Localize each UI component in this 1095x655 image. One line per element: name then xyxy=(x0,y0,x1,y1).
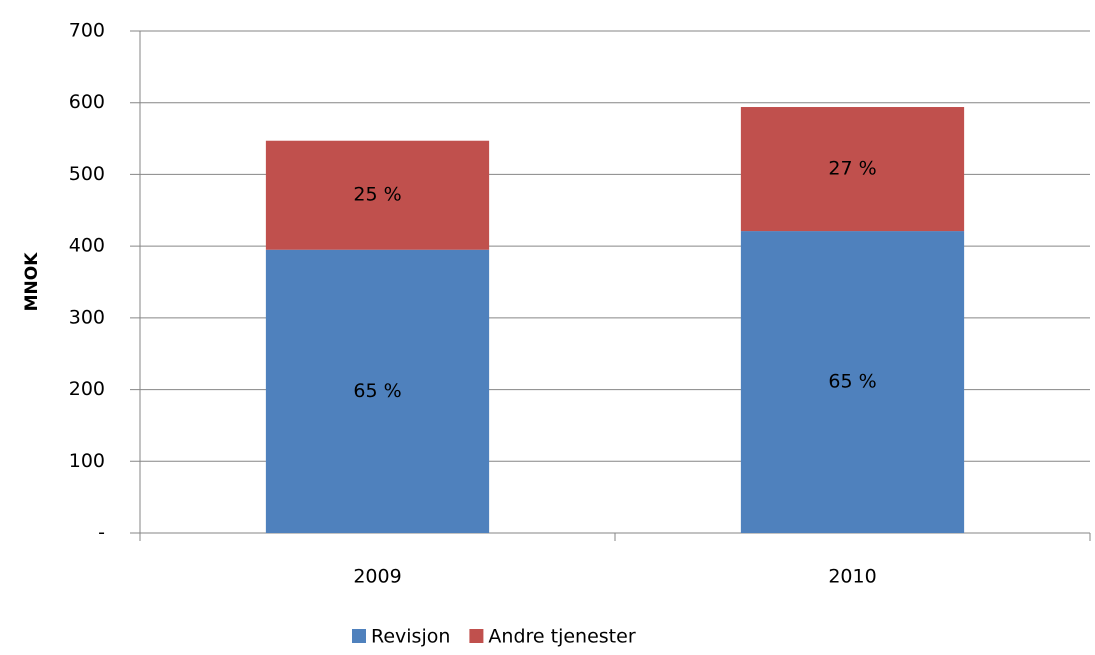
bar-segment xyxy=(265,140,490,250)
y-tick-label: 200 xyxy=(69,378,105,400)
data-label: 27 % xyxy=(828,158,876,180)
data-label: 25 % xyxy=(353,184,401,206)
bar-segment xyxy=(740,107,965,232)
y-axis-label: MNOK xyxy=(22,252,42,312)
y-tick-label: 500 xyxy=(69,163,105,185)
y-tick-label: 100 xyxy=(69,450,105,472)
bar-segment xyxy=(265,249,490,533)
legend-label: Andre tjenester xyxy=(488,626,635,648)
legend-swatch xyxy=(469,629,484,643)
bar-segment xyxy=(740,231,965,533)
legend-swatch xyxy=(352,629,366,643)
data-label: 65 % xyxy=(353,380,401,402)
y-tick-label: - xyxy=(98,522,105,544)
y-tick-label: 400 xyxy=(69,235,105,257)
y-tick-label: 300 xyxy=(69,306,105,328)
y-tick-label: 700 xyxy=(69,20,105,42)
y-tick-label: 600 xyxy=(69,91,105,113)
legend-label: Revisjon xyxy=(371,626,450,648)
data-label: 65 % xyxy=(828,371,876,393)
x-tick-label: 2009 xyxy=(353,566,401,588)
x-tick-label: 2010 xyxy=(828,566,876,588)
